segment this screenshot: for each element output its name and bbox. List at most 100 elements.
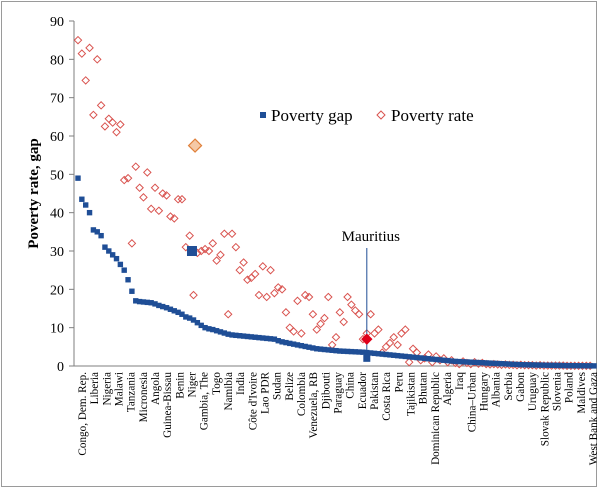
poverty-rate-point [73, 35, 83, 45]
y-tick-label: 30 [50, 245, 64, 260]
x-tick-label: Colombia [296, 372, 308, 416]
poverty-rate-point [385, 338, 395, 348]
poverty-rate-point [173, 194, 183, 204]
poverty-rate-point [300, 290, 310, 300]
poverty-rate-point [223, 309, 233, 319]
x-tick-label: Uruguay [527, 372, 539, 412]
poverty-gap-point [79, 196, 85, 202]
x-tick-label: Micronesia [138, 372, 150, 422]
poverty-rate-point [393, 340, 402, 350]
poverty-gap-point [94, 229, 100, 235]
poverty-gap-point [121, 267, 127, 273]
poverty-gap-point [244, 333, 251, 340]
y-tick-label: 90 [50, 15, 64, 30]
x-tick-label: Gabon [515, 372, 527, 402]
x-tick-label: China [345, 372, 357, 399]
poverty-gap-point [202, 324, 208, 331]
poverty-gap-point [537, 362, 543, 368]
poverty-gap-point [418, 355, 424, 361]
poverty-gap-point [491, 360, 497, 367]
poverty-gap-point [394, 352, 401, 359]
legend-poverty-rate-label: Poverty rate [391, 106, 474, 125]
x-tick-label: Paraguay [333, 372, 345, 414]
poverty-rate-point [162, 191, 171, 200]
poverty-gap-point [210, 326, 216, 333]
poverty-rate-point [150, 183, 160, 193]
poverty-gap-point [129, 288, 135, 294]
poverty-rate-point [408, 344, 418, 354]
x-tick-label: Lao PDR [260, 371, 272, 413]
poverty-rate-point [189, 290, 198, 300]
legend-poverty-rate-marker [376, 110, 386, 120]
x-tick-label: Tajikistan [406, 372, 418, 416]
poverty-rate-point [177, 194, 187, 204]
poverty-gap-point [310, 345, 316, 351]
poverty-gap-point [341, 348, 347, 354]
poverty-rate-point [181, 242, 191, 252]
poverty-gap-point [468, 359, 474, 365]
y-tick-label: 80 [50, 53, 64, 68]
y-tick-label: 10 [50, 322, 64, 337]
poverty-gap-point [83, 202, 89, 208]
poverty-gap-point [229, 332, 235, 338]
poverty-gap-point [263, 335, 270, 342]
poverty-gap-point [171, 308, 177, 314]
x-tick-label: Maldives [576, 372, 588, 414]
poverty-gap-point [572, 362, 578, 369]
axes [69, 20, 594, 367]
poverty-gap-point [583, 363, 589, 369]
poverty-rate-point [77, 49, 87, 58]
poverty-gap-point [437, 357, 443, 363]
poverty-rate-highlight-point [187, 138, 203, 153]
poverty-gap-point [290, 341, 297, 347]
poverty-gap-point [314, 346, 320, 352]
poverty-gap-point [506, 361, 512, 367]
poverty-gap-point [306, 344, 312, 350]
poverty-rate-point [235, 265, 245, 275]
poverty-rate-point [404, 357, 414, 367]
poverty-gap-point [545, 362, 551, 368]
poverty-rate-point [354, 309, 364, 319]
poverty-rate-point [220, 229, 229, 239]
poverty-rate-point [243, 275, 252, 285]
poverty-gap-point [233, 332, 239, 339]
poverty-gap-point [587, 363, 593, 369]
poverty-rate-point [370, 329, 379, 338]
poverty-gap-point [302, 343, 308, 350]
y-tick-label: 70 [50, 92, 64, 107]
x-tick-label: Slovak Republic [539, 372, 551, 446]
poverty-rate-point [104, 114, 114, 124]
poverty-rate-point [347, 300, 356, 309]
y-axis-label: Poverty rate, gap [26, 138, 42, 248]
poverty-rate-point [262, 292, 271, 302]
poverty-gap-point [240, 333, 247, 339]
legend: Poverty gap Poverty rate [260, 106, 474, 125]
poverty-gap-point [448, 358, 455, 364]
poverty-rate-point [166, 212, 175, 221]
poverty-rate-point [335, 308, 345, 317]
poverty-gap-point [552, 362, 559, 369]
poverty-gap-point [206, 326, 212, 332]
poverty-rate-point [127, 239, 137, 248]
poverty-gap-point [160, 303, 166, 310]
x-tick-label: Albania [491, 372, 503, 407]
poverty-gap-point [298, 342, 305, 349]
poverty-gap-point [421, 355, 428, 362]
poverty-rate-point [316, 319, 325, 329]
poverty-rate-point [212, 256, 221, 265]
poverty-gap-point [252, 334, 258, 340]
poverty-gap-point [279, 339, 285, 345]
poverty-gap-point [140, 299, 147, 305]
poverty-rate-point [85, 43, 94, 53]
poverty-gap-point [356, 349, 362, 355]
x-tick-label: Djibouti [320, 372, 332, 409]
x-tick-label: Poland [564, 372, 576, 403]
poverty-rate-point [401, 325, 410, 334]
poverty-gap-point [152, 301, 158, 307]
y-tick-label: 50 [50, 168, 64, 183]
poverty-rate-point [100, 122, 110, 131]
poverty-rate-point [131, 162, 141, 171]
poverty-gap-point [275, 338, 281, 344]
poverty-gap-point [391, 352, 397, 358]
poverty-rate-point [112, 127, 121, 137]
